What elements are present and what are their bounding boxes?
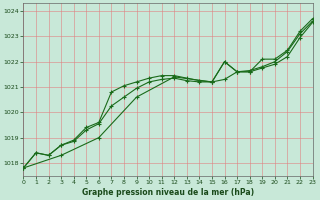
X-axis label: Graphe pression niveau de la mer (hPa): Graphe pression niveau de la mer (hPa) bbox=[82, 188, 254, 197]
